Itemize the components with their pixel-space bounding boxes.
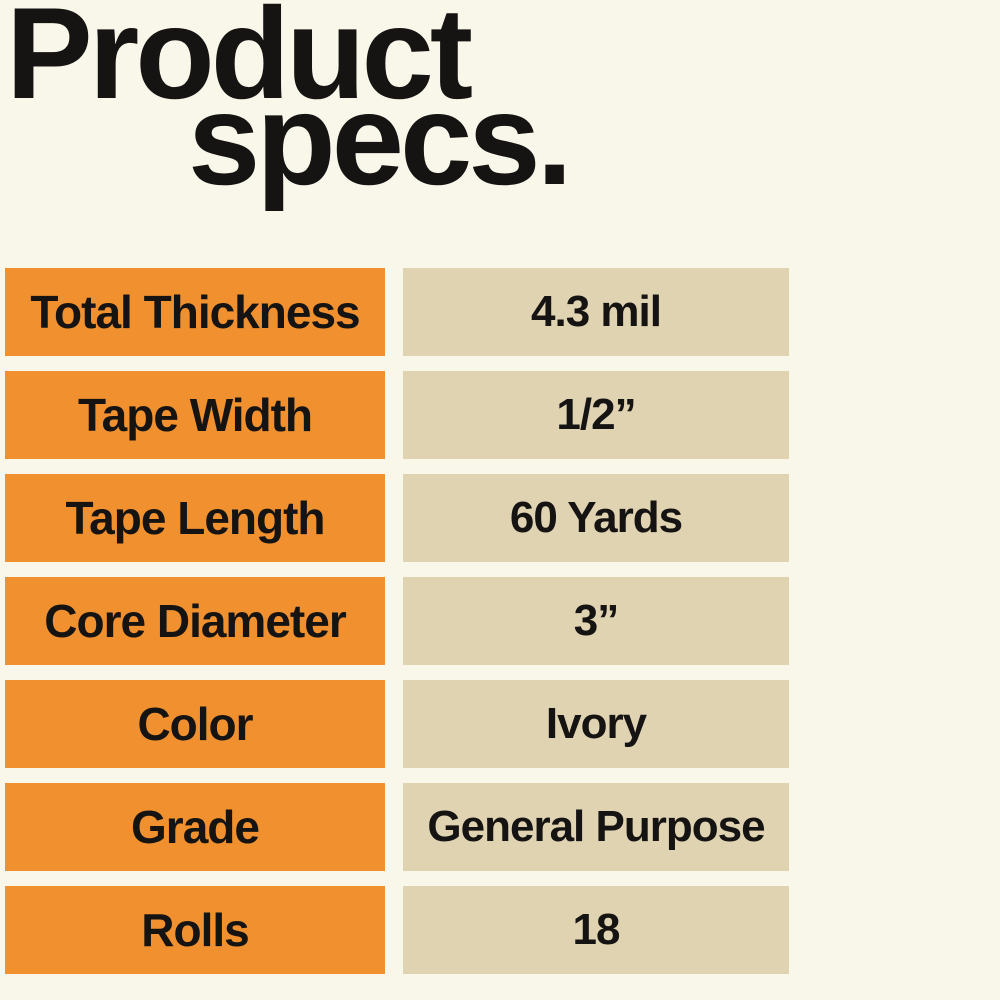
row-value-cell: General Purpose <box>403 783 789 871</box>
title-line-1: Product <box>6 0 473 126</box>
row-label-cell: Total Thickness <box>5 268 385 356</box>
title-line-2: specs. <box>188 66 573 212</box>
row-value-cell: 1/2” <box>403 371 789 459</box>
specs-table: Total Thickness 4.3 mil Tape Width 1/2” … <box>5 268 789 974</box>
row-value-cell: 18 <box>403 886 789 974</box>
row-value-cell: Ivory <box>403 680 789 768</box>
row-label-cell: Tape Length <box>5 474 385 562</box>
row-label-cell: Rolls <box>5 886 385 974</box>
row-label-cell: Color <box>5 680 385 768</box>
row-label-cell: Tape Width <box>5 371 385 459</box>
row-label-cell: Core Diameter <box>5 577 385 665</box>
row-value-cell: 4.3 mil <box>403 268 789 356</box>
row-value-cell: 3” <box>403 577 789 665</box>
row-value-cell: 60 Yards <box>403 474 789 562</box>
row-label-cell: Grade <box>5 783 385 871</box>
